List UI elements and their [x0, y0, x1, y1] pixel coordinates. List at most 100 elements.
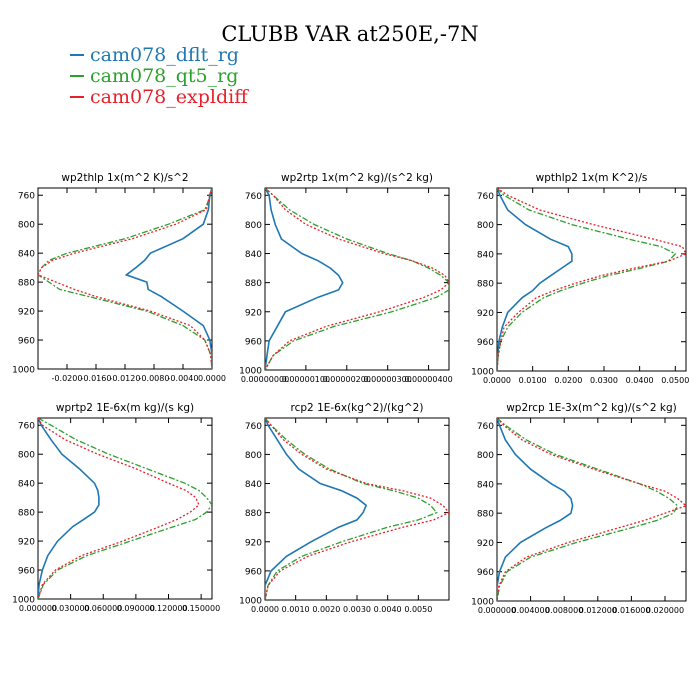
y-tick-label: 800 — [245, 451, 262, 461]
x-tick-label: 0.00000300 — [363, 375, 411, 384]
x-tick-label: -0.0200 — [52, 374, 83, 383]
x-tick-label: 0.0200 — [554, 376, 582, 385]
x-tick-label: 0.0000 — [198, 374, 226, 383]
x-tick-label: 0.008000 — [545, 606, 583, 615]
y-tick-label: 800 — [477, 221, 494, 231]
y-tick-label: 760 — [18, 192, 35, 202]
chart-panel: wpthlp2 1x(m K^2)/s 760 800 840 880 920 960 100… — [471, 172, 689, 385]
x-tick-label: 0.012000 — [579, 606, 617, 615]
legend-item-dflt: cam078_dflt_rg — [70, 44, 239, 66]
legend-label: cam078_dflt_rg — [90, 44, 239, 66]
legend-swatch — [70, 54, 84, 56]
series-line — [265, 418, 449, 600]
x-tick-label: -0.0120 — [110, 374, 141, 383]
series-line — [497, 418, 686, 601]
y-tick-label: 800 — [18, 451, 35, 461]
x-tick-label: 0.000000 — [478, 606, 516, 615]
y-tick-label: 760 — [18, 422, 35, 432]
legend-item-qt5: cam078_qt5_rg — [70, 65, 238, 87]
x-tick-label: 0.00000000 — [241, 375, 289, 384]
series-line — [497, 188, 677, 371]
x-tick-label: -0.0160 — [81, 374, 112, 383]
y-tick-label: 920 — [477, 309, 494, 319]
y-tick-label: 880 — [245, 509, 262, 519]
y-tick-label: 880 — [477, 280, 494, 290]
plot-frame — [37, 417, 213, 600]
x-tick-label: -0.0080 — [139, 374, 170, 383]
x-tick-label: 0.0500 — [661, 376, 689, 385]
chart-panel: wprtp2 1E-6x(m kg)/(s kg) 760 800 840 880 920… — [12, 402, 220, 613]
series-line — [265, 188, 344, 370]
x-tick-label: 0.030000 — [52, 604, 90, 613]
y-tick-label: 800 — [477, 451, 494, 461]
y-tick-label: 760 — [245, 192, 262, 202]
chart-title: wp2thlp 1x(m^2 K)/s^2 — [61, 172, 188, 184]
y-tick-label: 1000 — [239, 597, 262, 607]
legend-label: cam078_qt5_rg — [90, 65, 239, 87]
x-tick-label: 0.004000 — [512, 606, 550, 615]
chart-title: wp2rtp 1x(m^2 kg)/(s^2 kg) — [281, 172, 433, 184]
plot-frame — [264, 187, 450, 371]
series-line — [265, 418, 438, 600]
chart-title: wpthlp2 1x(m K^2)/s — [536, 172, 648, 184]
series-line — [38, 188, 212, 369]
plot-frame — [496, 417, 687, 602]
y-tick-label: 760 — [245, 422, 262, 432]
figure-title: CLUBB VAR at250E,-7N — [221, 22, 479, 46]
x-tick-label: 0.0400 — [626, 376, 654, 385]
y-tick-label: 760 — [477, 192, 494, 202]
legend-swatch — [70, 75, 84, 77]
y-tick-label: 880 — [477, 510, 494, 520]
y-tick-label: 880 — [245, 279, 262, 289]
chart-title: wp2rcp 1E-3x(m^2 kg)/(s^2 kg) — [506, 402, 677, 414]
x-tick-label: 0.060000 — [84, 604, 122, 613]
y-tick-label: 880 — [18, 509, 35, 519]
x-tick-label: 0.0300 — [590, 376, 618, 385]
y-tick-label: 840 — [245, 480, 262, 490]
series-line — [38, 188, 212, 369]
y-tick-label: 800 — [18, 221, 35, 231]
legend-item-expldiff: cam078_expldiff — [70, 86, 248, 108]
plot-frame — [496, 187, 687, 372]
series-line — [497, 418, 574, 601]
series-line — [497, 188, 573, 371]
x-tick-label: 0.0000 — [251, 605, 279, 614]
y-tick-label: 840 — [245, 250, 262, 260]
y-tick-label: 960 — [477, 568, 494, 578]
x-tick-label: 0.090000 — [117, 604, 155, 613]
y-tick-label: 1000 — [471, 598, 494, 608]
x-tick-label: 0.00000100 — [282, 375, 330, 384]
y-tick-label: 960 — [245, 567, 262, 577]
x-tick-label: -0.0040 — [168, 374, 199, 383]
y-tick-label: 960 — [245, 337, 262, 347]
chart-panel: wp2rcp 1E-3x(m^2 kg)/(s^2 kg) 760 800 840 88… — [471, 402, 687, 615]
series-line — [38, 418, 200, 599]
x-tick-label: 0.0020 — [312, 605, 340, 614]
y-tick-label: 1000 — [12, 596, 35, 606]
x-tick-label: 0.000000 — [19, 604, 57, 613]
legend-label: cam078_expldiff — [90, 86, 248, 108]
y-tick-label: 840 — [477, 480, 494, 490]
chart-panel: rcp2 1E-6x(kg^2)/(kg^2) 760 800 840 880 920 96… — [239, 402, 450, 614]
chart-panel: wp2rtp 1x(m^2 kg)/(s^2 kg) 760 800 840 880 92… — [239, 172, 453, 384]
y-tick-label: 960 — [477, 338, 494, 348]
legend-swatch — [70, 96, 84, 98]
y-tick-label: 1000 — [12, 366, 35, 376]
y-tick-label: 960 — [18, 567, 35, 577]
x-tick-label: 0.150000 — [182, 604, 220, 613]
series-line — [497, 188, 686, 371]
y-tick-label: 960 — [18, 337, 35, 347]
series-line — [38, 418, 212, 599]
y-tick-label: 760 — [477, 422, 494, 432]
y-tick-label: 880 — [18, 279, 35, 289]
x-tick-label: 0.00000200 — [323, 375, 371, 384]
x-tick-label: 0.0030 — [343, 605, 371, 614]
series-line — [265, 418, 368, 600]
y-tick-label: 840 — [477, 250, 494, 260]
y-tick-label: 920 — [245, 308, 262, 318]
x-tick-label: 0.020000 — [646, 606, 684, 615]
plot-frame — [37, 187, 213, 370]
x-tick-label: 0.00000400 — [404, 375, 452, 384]
chart-title: rcp2 1E-6x(kg^2)/(kg^2) — [291, 402, 424, 414]
